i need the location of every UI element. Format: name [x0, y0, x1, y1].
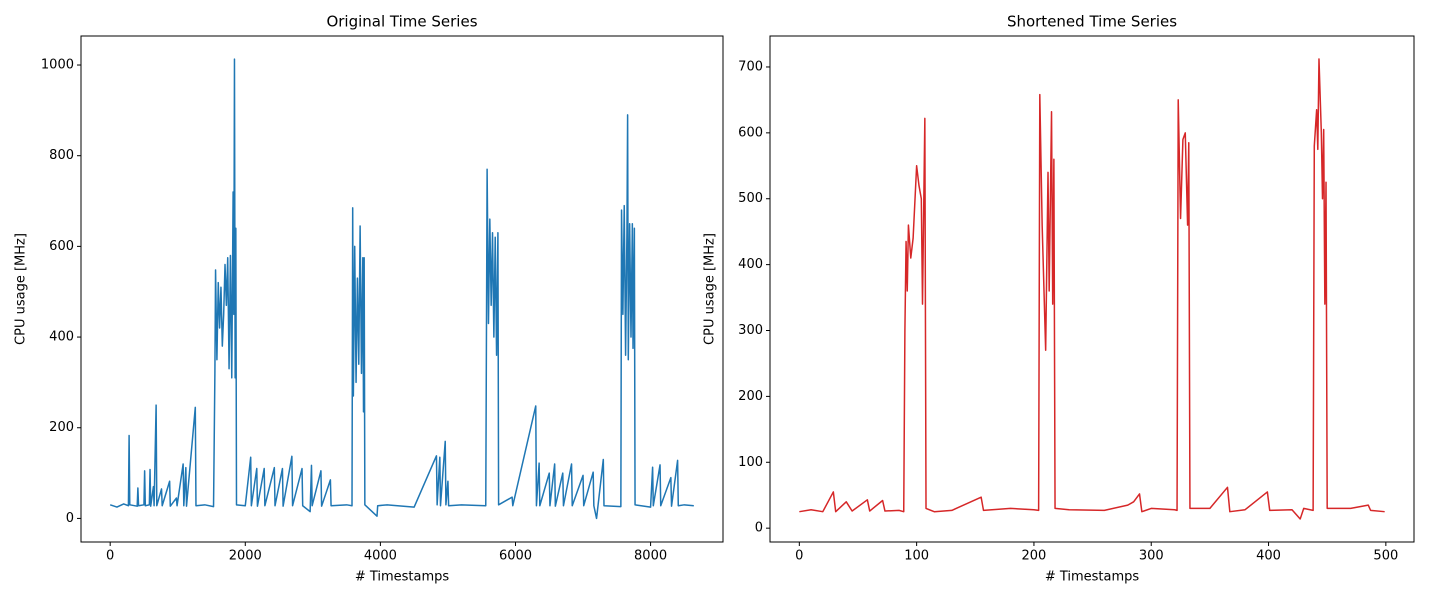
x-axis-label: # Timestamps — [1045, 570, 1140, 585]
axes-frame — [80, 35, 724, 543]
x-axis-label: # Timestamps — [355, 570, 450, 585]
y-tick-label: 400 — [738, 257, 763, 272]
x-tick-label: 500 — [1373, 549, 1398, 564]
subplot-title: Original Time Series — [326, 13, 477, 31]
y-tick-label: 600 — [49, 239, 74, 254]
subplot: 0 100 200 300 400 500 0 100 200 300 400 500 600 700 Sh… — [703, 13, 1415, 585]
y-tick-label: 400 — [49, 330, 74, 345]
y-tick-label: 1000 — [41, 58, 74, 73]
plot-area — [109, 58, 694, 520]
x-tick-label: 400 — [1256, 549, 1281, 564]
data-line — [109, 58, 694, 520]
y-tick-label: 700 — [738, 59, 763, 74]
y-axis-label: CPU usage [MHz] — [703, 233, 718, 345]
data-line — [799, 58, 1385, 520]
y-tick-label: 200 — [49, 420, 74, 435]
x-tick-label: 100 — [904, 549, 929, 564]
y-tick-label: 100 — [738, 455, 763, 470]
x-tick-label: 4000 — [364, 549, 397, 564]
y-tick-label: 600 — [738, 125, 763, 140]
y-tick-label: 200 — [738, 389, 763, 404]
x-tick-label: 0 — [106, 549, 114, 564]
x-tick-label: 200 — [1022, 549, 1047, 564]
x-tick-label: 0 — [795, 549, 803, 564]
y-tick-label: 300 — [738, 323, 763, 338]
axes-frame — [769, 35, 1415, 543]
subplot-title: Shortened Time Series — [1007, 13, 1177, 31]
x-tick-label: 300 — [1139, 549, 1164, 564]
x-tick-label: 8000 — [634, 549, 667, 564]
y-tick-label: 0 — [66, 511, 74, 526]
y-axis-label: CPU usage [MHz] — [14, 233, 29, 345]
subplot: 0 2000 4000 6000 8000 0 200 400 600 800 1000 Origin… — [14, 13, 724, 585]
y-tick-label: 800 — [49, 148, 74, 163]
x-tick-label: 2000 — [229, 549, 262, 564]
plot-area — [799, 58, 1385, 520]
x-tick-label: 6000 — [499, 549, 532, 564]
y-tick-label: 500 — [738, 191, 763, 206]
y-tick-label: 0 — [755, 521, 763, 536]
